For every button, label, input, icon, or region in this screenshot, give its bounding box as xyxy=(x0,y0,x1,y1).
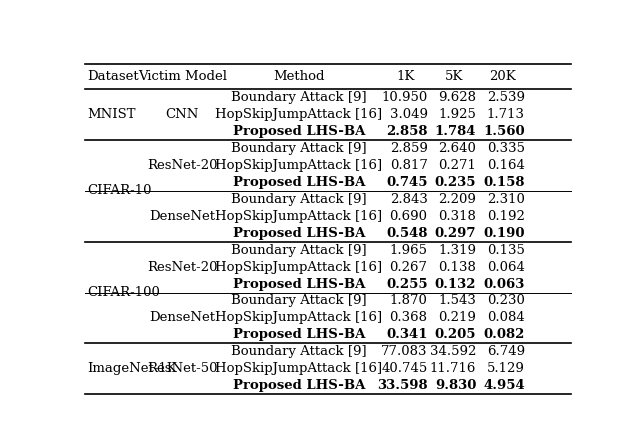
Text: 0.230: 0.230 xyxy=(487,295,525,308)
Text: ResNet-20: ResNet-20 xyxy=(147,261,218,274)
Text: DenseNet: DenseNet xyxy=(149,210,215,223)
Text: 0.084: 0.084 xyxy=(487,312,525,325)
Text: 1.560: 1.560 xyxy=(483,125,525,138)
Text: 0.235: 0.235 xyxy=(435,176,476,189)
Text: 2.539: 2.539 xyxy=(487,91,525,104)
Text: Proposed LHS-BA: Proposed LHS-BA xyxy=(233,176,365,189)
Text: 0.132: 0.132 xyxy=(435,278,476,291)
Text: 1.319: 1.319 xyxy=(438,244,476,257)
Text: 0.219: 0.219 xyxy=(438,312,476,325)
Text: 0.255: 0.255 xyxy=(386,278,428,291)
Text: 0.817: 0.817 xyxy=(390,159,428,172)
Text: 20K: 20K xyxy=(490,70,516,83)
Text: 2.209: 2.209 xyxy=(438,193,476,206)
Text: 2.640: 2.640 xyxy=(438,142,476,155)
Text: 5K: 5K xyxy=(445,70,463,83)
Text: 1.870: 1.870 xyxy=(390,295,428,308)
Text: Victim Model: Victim Model xyxy=(138,70,227,83)
Text: HopSkipJumpAttack [16]: HopSkipJumpAttack [16] xyxy=(215,363,382,375)
Text: 0.271: 0.271 xyxy=(438,159,476,172)
Text: 1.925: 1.925 xyxy=(438,108,476,121)
Text: Boundary Attack [9]: Boundary Attack [9] xyxy=(231,244,367,257)
Text: 6.749: 6.749 xyxy=(486,346,525,358)
Text: 40.745: 40.745 xyxy=(381,363,428,375)
Text: ImageNet-1K: ImageNet-1K xyxy=(88,363,177,375)
Text: HopSkipJumpAttack [16]: HopSkipJumpAttack [16] xyxy=(215,261,382,274)
Text: 9.628: 9.628 xyxy=(438,91,476,104)
Text: 0.164: 0.164 xyxy=(487,159,525,172)
Text: 0.064: 0.064 xyxy=(487,261,525,274)
Text: 1.713: 1.713 xyxy=(487,108,525,121)
Text: 9.830: 9.830 xyxy=(435,380,476,392)
Text: Proposed LHS-BA: Proposed LHS-BA xyxy=(233,125,365,138)
Text: 0.368: 0.368 xyxy=(390,312,428,325)
Text: 0.135: 0.135 xyxy=(487,244,525,257)
Text: Proposed LHS-BA: Proposed LHS-BA xyxy=(233,380,365,392)
Text: 1K: 1K xyxy=(397,70,415,83)
Text: 34.592: 34.592 xyxy=(430,346,476,358)
Text: HopSkipJumpAttack [16]: HopSkipJumpAttack [16] xyxy=(215,210,382,223)
Text: 10.950: 10.950 xyxy=(381,91,428,104)
Text: 0.267: 0.267 xyxy=(390,261,428,274)
Text: 2.310: 2.310 xyxy=(487,193,525,206)
Text: 4.954: 4.954 xyxy=(483,380,525,392)
Text: 2.858: 2.858 xyxy=(386,125,428,138)
Text: 0.548: 0.548 xyxy=(386,227,428,240)
Text: Boundary Attack [9]: Boundary Attack [9] xyxy=(231,142,367,155)
Text: 3.049: 3.049 xyxy=(390,108,428,121)
Text: HopSkipJumpAttack [16]: HopSkipJumpAttack [16] xyxy=(215,159,382,172)
Text: 11.716: 11.716 xyxy=(430,363,476,375)
Text: ResNet-20: ResNet-20 xyxy=(147,159,218,172)
Text: 0.297: 0.297 xyxy=(435,227,476,240)
Text: HopSkipJumpAttack [16]: HopSkipJumpAttack [16] xyxy=(215,312,382,325)
Text: 0.192: 0.192 xyxy=(487,210,525,223)
Text: 0.190: 0.190 xyxy=(483,227,525,240)
Text: 0.138: 0.138 xyxy=(438,261,476,274)
Text: 1.543: 1.543 xyxy=(438,295,476,308)
Text: 0.690: 0.690 xyxy=(390,210,428,223)
Text: 0.335: 0.335 xyxy=(487,142,525,155)
Text: CIFAR-100: CIFAR-100 xyxy=(88,286,160,299)
Text: Proposed LHS-BA: Proposed LHS-BA xyxy=(233,278,365,291)
Text: 1.965: 1.965 xyxy=(390,244,428,257)
Text: DenseNet: DenseNet xyxy=(149,312,215,325)
Text: CIFAR-10: CIFAR-10 xyxy=(88,184,152,197)
Text: 2.859: 2.859 xyxy=(390,142,428,155)
Text: Method: Method xyxy=(273,70,324,83)
Text: 0.341: 0.341 xyxy=(386,329,428,342)
Text: 0.205: 0.205 xyxy=(435,329,476,342)
Text: HopSkipJumpAttack [16]: HopSkipJumpAttack [16] xyxy=(215,108,382,121)
Text: 77.083: 77.083 xyxy=(381,346,428,358)
Text: 2.843: 2.843 xyxy=(390,193,428,206)
Text: 0.158: 0.158 xyxy=(483,176,525,189)
Text: Boundary Attack [9]: Boundary Attack [9] xyxy=(231,91,367,104)
Text: 0.318: 0.318 xyxy=(438,210,476,223)
Text: Boundary Attack [9]: Boundary Attack [9] xyxy=(231,346,367,358)
Text: 33.598: 33.598 xyxy=(377,380,428,392)
Text: 5.129: 5.129 xyxy=(487,363,525,375)
Text: MNIST: MNIST xyxy=(88,108,136,121)
Text: CNN: CNN xyxy=(166,108,199,121)
Text: Proposed LHS-BA: Proposed LHS-BA xyxy=(233,227,365,240)
Text: ResNet-50: ResNet-50 xyxy=(147,363,218,375)
Text: Dataset: Dataset xyxy=(88,70,139,83)
Text: 0.063: 0.063 xyxy=(483,278,525,291)
Text: Proposed LHS-BA: Proposed LHS-BA xyxy=(233,329,365,342)
Text: 1.784: 1.784 xyxy=(435,125,476,138)
Text: 0.745: 0.745 xyxy=(386,176,428,189)
Text: Boundary Attack [9]: Boundary Attack [9] xyxy=(231,193,367,206)
Text: 0.082: 0.082 xyxy=(483,329,525,342)
Text: Boundary Attack [9]: Boundary Attack [9] xyxy=(231,295,367,308)
